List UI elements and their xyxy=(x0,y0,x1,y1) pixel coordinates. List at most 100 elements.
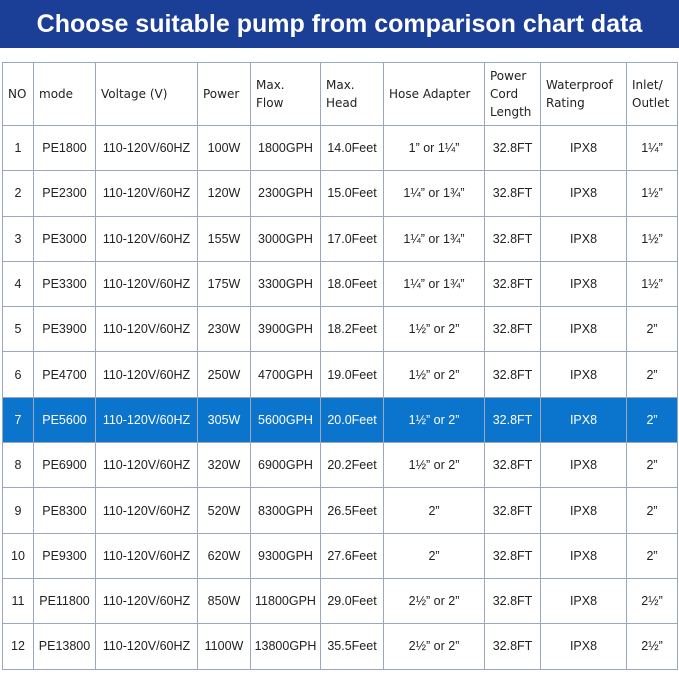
table-cell: 850W xyxy=(197,577,251,625)
table-cell: 32.8FT xyxy=(484,170,541,217)
table-cell: 6900GPH xyxy=(250,442,321,489)
table-cell: 1½” or 2” xyxy=(383,442,485,489)
table-cell: 2” xyxy=(626,487,678,534)
table-cell: 155W xyxy=(197,215,251,262)
table-cell: 2” xyxy=(383,487,485,534)
table-cell: 1” or 1¼” xyxy=(383,124,485,172)
table-cell: 110-120V/60HZ xyxy=(95,487,198,534)
table-cell: PE13800 xyxy=(33,623,96,670)
table-cell: 3 xyxy=(2,215,34,262)
table-row: 6 PE4700 110-120V/60HZ 250W 4700GPH 19.0Feet 1… xyxy=(2,351,678,398)
table-cell: 11 xyxy=(2,577,34,625)
table-cell: 620W xyxy=(197,532,251,579)
table-cell: 305W xyxy=(197,396,251,444)
table-cell: 1½” xyxy=(626,170,678,217)
column-header: Inlet/ Outlet xyxy=(626,62,678,126)
table-cell: 2½” or 2” xyxy=(383,577,485,625)
table-cell: 11800GPH xyxy=(250,577,321,625)
table-row: 1 PE1800 110-120V/60HZ 100W 1800GPH 14.0Feet 1… xyxy=(2,124,678,172)
column-header: Hose Adapter xyxy=(383,62,485,126)
table-cell: 1½” xyxy=(626,260,678,308)
table-cell: 2” xyxy=(383,532,485,579)
table-cell: 3900GPH xyxy=(250,306,321,353)
table-row: 8 PE6900 110-120V/60HZ 320W 6900GPH 20.2Feet 1… xyxy=(2,442,678,489)
table-row: 12 PE13800 110-120V/60HZ 1100W 13800GPH 35.5F… xyxy=(2,623,678,670)
table-row: 4 PE3300 110-120V/60HZ 175W 3300GPH 18.0Feet 1… xyxy=(2,260,678,308)
column-header: Voltage (V) xyxy=(95,62,198,126)
table-cell: 3300GPH xyxy=(250,260,321,308)
table-cell: IPX8 xyxy=(540,124,627,172)
table-cell: 2½” or 2” xyxy=(383,623,485,670)
table-cell: 13800GPH xyxy=(250,623,321,670)
table-cell: 5600GPH xyxy=(250,396,321,444)
table-cell: 19.0Feet xyxy=(320,351,384,398)
table-cell: 2” xyxy=(626,396,678,444)
table-cell: 1800GPH xyxy=(250,124,321,172)
table-cell: 110-120V/60HZ xyxy=(95,577,198,625)
table-cell: IPX8 xyxy=(540,577,627,625)
table-cell: 10 xyxy=(2,532,34,579)
table-cell: 110-120V/60HZ xyxy=(95,170,198,217)
table-cell: IPX8 xyxy=(540,487,627,534)
table-cell: 2 xyxy=(2,170,34,217)
table-cell: 3000GPH xyxy=(250,215,321,262)
table-cell: PE11800 xyxy=(33,577,96,625)
table-cell: 32.8FT xyxy=(484,532,541,579)
column-header: Power Cord Length xyxy=(484,62,541,126)
table-cell: 175W xyxy=(197,260,251,308)
table-cell: PE8300 xyxy=(33,487,96,534)
table-cell: 27.6Feet xyxy=(320,532,384,579)
table-cell: 17.0Feet xyxy=(320,215,384,262)
table-cell: 9300GPH xyxy=(250,532,321,579)
table-cell: 110-120V/60HZ xyxy=(95,351,198,398)
table-cell: PE5600 xyxy=(33,396,96,444)
table-cell: 18.2Feet xyxy=(320,306,384,353)
header-row: NO mode Voltage (V) Power Max. Flow Max. Head… xyxy=(2,62,678,126)
column-header: Max. Flow xyxy=(250,62,321,126)
table-cell: 120W xyxy=(197,170,251,217)
table-cell: 8 xyxy=(2,442,34,489)
table-cell: PE3300 xyxy=(33,260,96,308)
table-cell: IPX8 xyxy=(540,215,627,262)
table-row: 7 PE5600 110-120V/60HZ 305W 5600GPH 20.0Feet 1… xyxy=(2,396,678,444)
table-cell: 20.0Feet xyxy=(320,396,384,444)
table-cell: 2½” xyxy=(626,577,678,625)
table-cell: 110-120V/60HZ xyxy=(95,442,198,489)
table-cell: IPX8 xyxy=(540,170,627,217)
table-cell: 110-120V/60HZ xyxy=(95,623,198,670)
column-header: Waterproof Rating xyxy=(540,62,627,126)
table-cell: 1½” or 2” xyxy=(383,351,485,398)
table-cell: 32.8FT xyxy=(484,124,541,172)
table-cell: 32.8FT xyxy=(484,577,541,625)
table-cell: 230W xyxy=(197,306,251,353)
table-cell: 520W xyxy=(197,487,251,534)
table-cell: 2” xyxy=(626,351,678,398)
table-cell: 2300GPH xyxy=(250,170,321,217)
table-cell: PE3000 xyxy=(33,215,96,262)
table-cell: 1½” or 2” xyxy=(383,306,485,353)
table-cell: 32.8FT xyxy=(484,623,541,670)
table-cell: PE1800 xyxy=(33,124,96,172)
column-header: NO xyxy=(2,62,34,126)
table-cell: 32.8FT xyxy=(484,442,541,489)
table-cell: 2” xyxy=(626,306,678,353)
table-cell: 110-120V/60HZ xyxy=(95,124,198,172)
table-cell: 29.0Feet xyxy=(320,577,384,625)
table-cell: PE6900 xyxy=(33,442,96,489)
table-cell: IPX8 xyxy=(540,532,627,579)
table-cell: IPX8 xyxy=(540,623,627,670)
table-cell: 1¼” or 1¾” xyxy=(383,170,485,217)
table-cell: IPX8 xyxy=(540,351,627,398)
table-cell: PE2300 xyxy=(33,170,96,217)
table-cell: 1½” or 2” xyxy=(383,396,485,444)
table-cell: 1¼” or 1¾” xyxy=(383,260,485,308)
table-cell: 2½” xyxy=(626,623,678,670)
table-cell: 12 xyxy=(2,623,34,670)
table-cell: 1¼” or 1¾” xyxy=(383,215,485,262)
table-row: 5 PE3900 110-120V/60HZ 230W 3900GPH 18.2Feet 1… xyxy=(2,306,678,353)
table-cell: 1¼” xyxy=(626,124,678,172)
table-cell: 110-120V/60HZ xyxy=(95,215,198,262)
table-cell: 18.0Feet xyxy=(320,260,384,308)
comparison-table: NO mode Voltage (V) Power Max. Flow Max. Head… xyxy=(2,62,678,670)
